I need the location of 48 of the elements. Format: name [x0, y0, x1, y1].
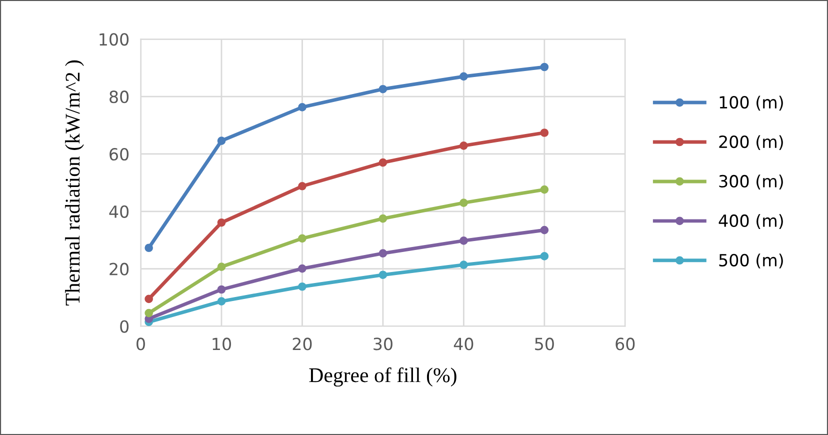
point: [298, 264, 306, 273]
legend-label: 500 (m): [719, 254, 783, 268]
y-tick-label: 20: [110, 262, 129, 276]
point: [378, 84, 388, 94]
x-axis-title: Degree of fill (%): [309, 367, 456, 387]
point: [540, 128, 549, 137]
legend-label: 100 (m): [720, 96, 783, 111]
x-tick-label: 30: [374, 338, 392, 350]
point: [378, 249, 388, 258]
point: [540, 62, 549, 72]
y-tick-label: 0: [120, 320, 129, 333]
y-tick-label: 80: [110, 90, 129, 104]
legend-label: 300 (m): [719, 174, 783, 190]
point: [298, 182, 306, 190]
point: [144, 294, 153, 304]
point: [540, 252, 549, 260]
point: [460, 260, 468, 269]
legend-label: 400 (m): [718, 214, 783, 229]
x-tick-label: 40: [454, 338, 474, 350]
x-tick-label: 10: [212, 338, 231, 350]
point: [378, 214, 388, 223]
point: [298, 282, 306, 291]
legend-label: 200 (m): [719, 135, 783, 150]
point: [540, 185, 549, 194]
x-tick-label: 0: [136, 338, 145, 350]
point: [217, 262, 226, 271]
y-tick-label: 100: [100, 33, 129, 46]
point: [540, 226, 549, 234]
point: [378, 158, 388, 167]
x-tick-label: 20: [292, 338, 312, 350]
point: [460, 236, 468, 245]
point: [460, 198, 468, 207]
y-axis-title: Thermal radiation (kW/m^2 ): [65, 60, 84, 306]
x-tick-label: 50: [535, 338, 554, 350]
point: [217, 218, 226, 227]
point: [217, 285, 226, 294]
point: [460, 72, 468, 81]
point: [460, 141, 468, 150]
point: [298, 103, 306, 112]
point: [298, 234, 306, 243]
point: [144, 308, 153, 318]
point: [217, 136, 226, 145]
point: [144, 244, 153, 252]
point: [378, 270, 388, 280]
y-tick-label: 40: [109, 205, 129, 218]
x-tick-label: 60: [616, 338, 635, 350]
y-tick-label: 60: [110, 148, 129, 161]
point: [217, 297, 226, 306]
